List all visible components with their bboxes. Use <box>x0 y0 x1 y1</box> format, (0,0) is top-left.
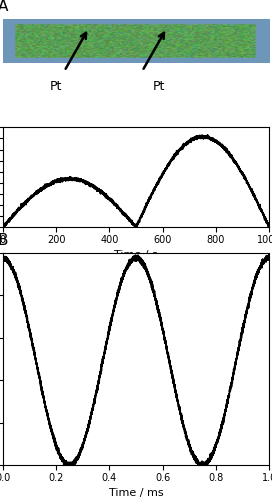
Text: A: A <box>0 0 8 14</box>
X-axis label: Time / ms: Time / ms <box>109 488 163 498</box>
Text: Pt: Pt <box>50 80 62 93</box>
Text: B: B <box>0 234 8 248</box>
X-axis label: Time / s: Time / s <box>114 250 158 260</box>
Text: Pt: Pt <box>152 80 165 93</box>
